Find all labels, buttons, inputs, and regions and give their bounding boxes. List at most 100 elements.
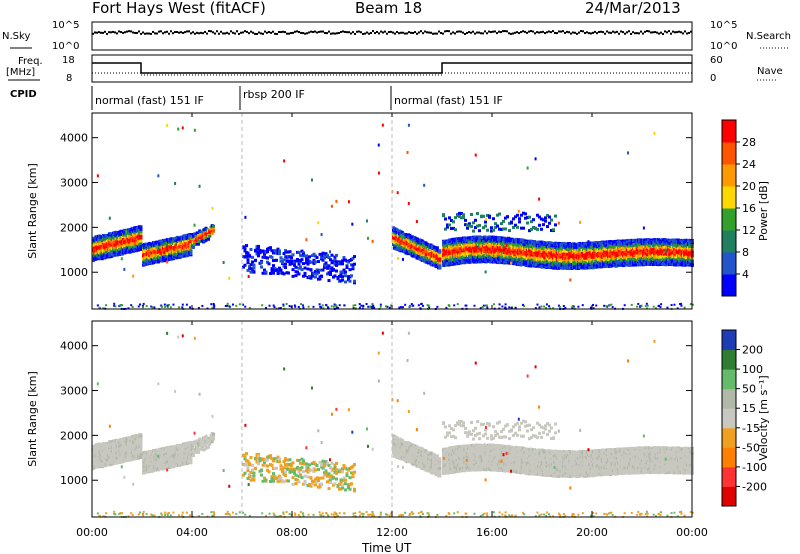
nsky-point [156, 32, 158, 35]
power-cell [392, 242, 395, 246]
nsky-point [268, 30, 270, 33]
nsky-point [662, 32, 664, 35]
nsky-point [406, 32, 408, 35]
power-cell [299, 265, 302, 269]
power-cell [276, 271, 280, 275]
nsky-point [436, 32, 438, 35]
nsky-point [348, 31, 350, 34]
nsky-point [190, 32, 192, 35]
power-cell [270, 249, 274, 253]
nsky-point [564, 31, 566, 34]
nsky-point [384, 30, 386, 33]
power-cell [344, 280, 347, 284]
nsky-point [302, 32, 304, 35]
power-cell [251, 260, 254, 264]
nsky-point [110, 31, 112, 34]
nsky-point [526, 31, 528, 34]
power-cell [300, 268, 304, 272]
power-cell [320, 255, 323, 259]
nsky-point [544, 32, 546, 35]
power-cell [139, 247, 143, 251]
nsky-point [378, 32, 380, 35]
power-cell [300, 258, 304, 262]
nsky-point [150, 32, 152, 35]
power-cell [212, 229, 215, 233]
nsky-point [270, 31, 272, 34]
nsky-point [242, 31, 244, 34]
power-cell [246, 258, 250, 262]
nsky-point [524, 30, 526, 33]
power-cell [291, 274, 295, 278]
nsky-point [394, 32, 396, 35]
nsky-point [448, 30, 450, 33]
nsky-point [258, 31, 260, 34]
power-cell [279, 256, 283, 260]
nsky-point [154, 32, 156, 35]
power-cell [272, 264, 275, 268]
cpid-label: CPID [10, 89, 37, 100]
nsky-point [174, 31, 176, 34]
nsky-point [556, 32, 558, 35]
nsky-point [626, 31, 628, 34]
nsky-point [536, 31, 538, 34]
nsky-point [620, 30, 622, 33]
power-cell [306, 262, 310, 266]
power-cell [261, 271, 265, 275]
nsky-point [614, 31, 616, 34]
nsky-point [322, 30, 324, 33]
nsky-point [484, 30, 486, 33]
nsky-point [494, 30, 496, 33]
power-cell [333, 258, 337, 262]
power-cell [193, 242, 197, 246]
power-cell [320, 274, 323, 278]
power-cell [312, 252, 316, 256]
cpid-segment-2: rbsp 200 IF [243, 88, 305, 101]
nsky-point [656, 31, 658, 34]
nsky-point [92, 32, 94, 35]
power-cell [296, 257, 299, 261]
nsky-point [376, 30, 378, 33]
nsky-point [516, 31, 518, 34]
power-cell [341, 278, 344, 282]
nsky-point [584, 32, 586, 35]
power-cell [208, 234, 212, 238]
power-cell [318, 268, 322, 272]
nsky-point [372, 30, 374, 33]
nsearch-tick-low: 10^0 [710, 41, 737, 52]
nsky-point [196, 31, 198, 34]
power-cell [246, 261, 250, 265]
nsky-point [608, 31, 610, 34]
nsky-point [636, 32, 638, 35]
freq-trace [92, 62, 692, 74]
nsky-point [396, 30, 398, 33]
nsky-point [612, 30, 614, 33]
nsky-point [260, 32, 262, 35]
power-cell [318, 277, 322, 281]
nsky-point [194, 32, 196, 35]
power-cell [212, 226, 215, 230]
nsky-point [420, 30, 422, 33]
power-cell [190, 243, 194, 247]
power-cell [311, 274, 314, 278]
nsky-point [642, 32, 644, 35]
nsky-point [682, 32, 684, 35]
nsky-point [144, 32, 146, 35]
nsky-point [306, 32, 308, 35]
power-cell [139, 239, 143, 243]
nsky-point [104, 30, 106, 33]
nsky-point [184, 31, 186, 34]
power-cell [327, 256, 331, 260]
nsky-point [398, 32, 400, 35]
power-cell [252, 263, 256, 267]
nsky-point [216, 30, 218, 33]
nsky-point [408, 31, 410, 34]
power-cell [302, 262, 305, 266]
nsky-point [96, 31, 98, 34]
nsky-point [124, 31, 126, 34]
power-cell [305, 254, 308, 258]
nsky-point [508, 32, 510, 35]
nsky-point [296, 30, 298, 33]
power-cell [348, 279, 352, 283]
nsky-point [354, 32, 356, 35]
power-cell [198, 240, 202, 244]
